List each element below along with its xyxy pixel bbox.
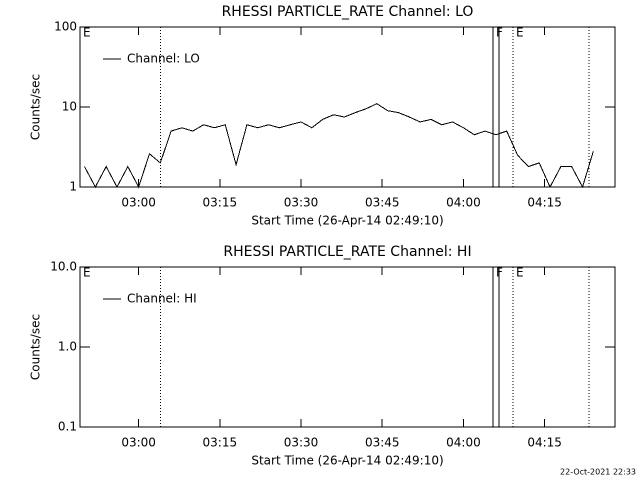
flag-label: F xyxy=(496,26,503,40)
x-axis-label: Start Time (26-Apr-14 02:49:10) xyxy=(251,214,443,228)
x-tick-label: 04:15 xyxy=(527,436,562,450)
flag-label: F xyxy=(496,266,503,280)
flag-label: E xyxy=(83,266,91,280)
x-tick-label: 04:00 xyxy=(446,436,481,450)
y-axis-label: Counts/sec xyxy=(29,74,43,140)
y-tick-label: 100 xyxy=(54,20,77,34)
chart-title: RHESSI PARTICLE_RATE Channel: HI xyxy=(223,244,471,260)
x-tick-label: 03:00 xyxy=(121,196,156,210)
flag-label: E xyxy=(516,26,524,40)
flag-label: E xyxy=(83,26,91,40)
y-tick-label: 10.0 xyxy=(50,260,77,274)
x-tick-label: 03:45 xyxy=(365,196,400,210)
x-tick-label: 03:15 xyxy=(203,196,238,210)
y-tick-label: 0.1 xyxy=(58,420,77,434)
x-axis-label: Start Time (26-Apr-14 02:49:10) xyxy=(251,454,443,468)
x-tick-label: 03:15 xyxy=(203,436,238,450)
y-tick-label: 1.0 xyxy=(58,340,77,354)
x-tick-label: 04:00 xyxy=(446,196,481,210)
y-tick-label: 10 xyxy=(62,100,77,114)
y-tick-label: 1 xyxy=(69,180,77,194)
x-tick-label: 03:45 xyxy=(365,436,400,450)
data-line xyxy=(84,103,594,189)
x-tick-label: 03:00 xyxy=(121,436,156,450)
chart-title: RHESSI PARTICLE_RATE Channel: LO xyxy=(222,4,474,20)
x-tick-label: 03:30 xyxy=(284,196,319,210)
footer: 22-Oct-2021 22:33 xyxy=(560,468,636,477)
flag-label: E xyxy=(516,266,524,280)
x-tick-label: 04:15 xyxy=(527,196,562,210)
y-axis-label: Counts/sec xyxy=(29,314,43,380)
legend-label: Channel: HI xyxy=(127,292,197,306)
legend-label: Channel: LO xyxy=(127,52,200,66)
x-tick-label: 03:30 xyxy=(284,436,319,450)
